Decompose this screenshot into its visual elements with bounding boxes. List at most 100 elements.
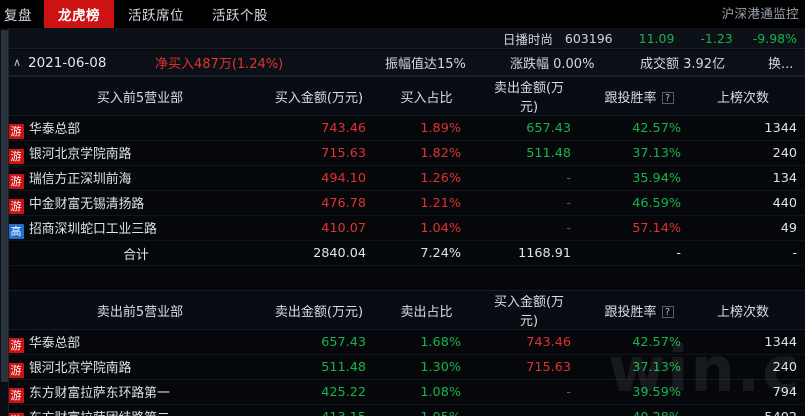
trade-date: 2021-06-08 xyxy=(28,54,107,71)
scrollbar-thumb[interactable] xyxy=(1,30,8,382)
table-row[interactable]: 游银河北京学院南路 511.48 1.30% 715.63 37.13% 240 xyxy=(0,354,805,380)
win-rate: 35.94% xyxy=(597,165,707,191)
net-buy-summary: 净买入487万(1.24%) xyxy=(155,57,284,72)
youzi-tag-icon: 游 xyxy=(8,148,24,164)
stock-price: 11.09 xyxy=(638,30,675,46)
branch-cell[interactable]: 高招商深圳蛇口工业三路 xyxy=(0,215,272,241)
branch-cell[interactable]: 游银河北京学院南路 xyxy=(0,140,272,166)
buy-col-counter: 卖出金额(万元) xyxy=(487,76,597,116)
sell-amount: 413.15 xyxy=(272,404,392,416)
youzi-tag-icon: 游 xyxy=(8,362,24,378)
tab-longhubang[interactable]: 龙虎榜 xyxy=(44,0,114,28)
youzi-tag-icon: 游 xyxy=(8,337,24,353)
table-row[interactable]: 游东方财富拉萨东环路第一 425.22 1.08% - 39.59% 794 xyxy=(0,379,805,405)
buy-amount: 410.07 xyxy=(272,215,392,241)
branch-cell[interactable]: 游银河北京学院南路 xyxy=(0,354,272,380)
help-icon[interactable]: ? xyxy=(661,305,674,318)
sell-col-branch: 卖出前5营业部 xyxy=(0,290,272,330)
total-buy-pct: 7.24% xyxy=(392,240,487,266)
youzi-tag-icon: 游 xyxy=(8,123,24,139)
sell-col-winrate-label: 跟投胜率 xyxy=(604,304,657,320)
table-row[interactable]: 游银河北京学院南路 715.63 1.82% 511.48 37.13% 240 xyxy=(0,140,805,166)
sell-col-count: 上榜次数 xyxy=(707,290,805,330)
stock-code[interactable]: 603196 xyxy=(564,30,613,46)
sell-amount: 511.48 xyxy=(272,354,392,380)
buy-amount: 743.46 xyxy=(272,115,392,141)
youzi-tag-icon: 游 xyxy=(8,198,24,214)
list-count: 240 xyxy=(707,140,805,166)
stock-change-pct: -9.98% xyxy=(752,30,797,46)
buy-amount: - xyxy=(487,404,597,416)
tab-label: 复盘 xyxy=(4,8,32,24)
list-count: 440 xyxy=(707,190,805,216)
buy-col-branch: 买入前5营业部 xyxy=(0,76,272,116)
branch-name: 东方财富拉萨团结路第二 xyxy=(29,411,170,416)
youzi-tag-icon: 游 xyxy=(8,412,24,416)
turnover-label: 成交额 3.92亿 xyxy=(640,57,726,72)
total-win-rate: - xyxy=(597,240,707,266)
branch-cell[interactable]: 游东方财富拉萨东环路第一 xyxy=(0,379,272,405)
stock-name[interactable]: 日播时尚 xyxy=(502,31,553,47)
sell-amount: 657.43 xyxy=(487,115,597,141)
sell-col-winrate: 跟投胜率? xyxy=(597,290,707,330)
list-count: 1344 xyxy=(707,329,805,355)
branch-name: 东方财富拉萨东环路第一 xyxy=(29,385,170,401)
buy-header-row: 买入前5营业部 买入金额(万元) 买入占比 卖出金额(万元) 跟投胜率? 上榜次… xyxy=(0,76,805,116)
table-row[interactable]: 游华泰总部 743.46 1.89% 657.43 42.57% 1344 xyxy=(0,115,805,141)
total-sell-amount: 1168.91 xyxy=(487,240,597,266)
branch-name: 中金财富无锡清扬路 xyxy=(29,196,145,212)
sell-amount: 425.22 xyxy=(272,379,392,405)
branch-name: 华泰总部 xyxy=(29,335,81,351)
amplitude-reason: 振幅值达15% xyxy=(385,57,466,72)
buy-pct: 1.89% xyxy=(392,115,487,141)
buy-col-pct: 买入占比 xyxy=(392,76,487,116)
turnover-rate-truncated: 换... xyxy=(768,57,794,72)
branch-name: 招商深圳蛇口工业三路 xyxy=(29,221,157,237)
sell-amount: - xyxy=(487,165,597,191)
table-row[interactable]: 游瑞信方正深圳前海 494.10 1.26% - 35.94% 134 xyxy=(0,165,805,191)
table-row[interactable]: 游中金财富无锡清扬路 476.78 1.21% - 46.59% 440 xyxy=(0,190,805,216)
gaozi-tag-icon: 高 xyxy=(8,223,24,239)
win-rate: 57.14% xyxy=(597,215,707,241)
buy-amount: 715.63 xyxy=(487,354,597,380)
branch-name: 瑞信方正深圳前海 xyxy=(29,171,132,187)
branch-cell[interactable]: 游华泰总部 xyxy=(0,115,272,141)
table-row[interactable]: 高招商深圳蛇口工业三路 410.07 1.04% - 57.14% 49 xyxy=(0,215,805,241)
branch-name: 银河北京学院南路 xyxy=(29,360,132,376)
quote-bar: 日播时尚 603196 11.09 -1.23 -9.98% xyxy=(0,28,805,49)
branch-cell[interactable]: 游瑞信方正深圳前海 xyxy=(0,165,272,191)
branch-cell[interactable]: 游华泰总部 xyxy=(0,329,272,355)
sell-pct: 1.08% xyxy=(392,379,487,405)
branch-cell[interactable]: 游中金财富无锡清扬路 xyxy=(0,190,272,216)
win-rate: 39.59% xyxy=(597,379,707,405)
hk-connect-monitor-link[interactable]: 沪深港通监控 xyxy=(721,6,799,21)
branch-name: 华泰总部 xyxy=(29,121,81,137)
sell-amount: - xyxy=(487,190,597,216)
help-icon[interactable]: ? xyxy=(661,91,674,104)
tab-huoyuexiwei[interactable]: 活跃席位 xyxy=(114,0,198,28)
sell-pct: 1.05% xyxy=(392,404,487,416)
win-rate: 46.59% xyxy=(597,190,707,216)
sell-header-row: 卖出前5营业部 卖出金额(万元) 卖出占比 买入金额(万元) 跟投胜率? 上榜次… xyxy=(0,290,805,330)
branch-cell[interactable]: 游 东方财富拉萨团结路第二 xyxy=(0,404,272,416)
lhb-table-container: 买入前5营业部 买入金额(万元) 买入占比 卖出金额(万元) 跟投胜率? 上榜次… xyxy=(0,76,805,416)
collapse-chevron-icon[interactable]: ∧ xyxy=(12,56,22,69)
lhb-table: 买入前5营业部 买入金额(万元) 买入占比 卖出金额(万元) 跟投胜率? 上榜次… xyxy=(0,76,805,416)
vertical-scrollbar[interactable] xyxy=(0,28,9,416)
change-pct-label: 涨跌幅 0.00% xyxy=(510,57,595,72)
table-row[interactable]: 游华泰总部 657.43 1.68% 743.46 42.57% 1344 xyxy=(0,329,805,355)
youzi-tag-icon: 游 xyxy=(8,387,24,403)
stock-change: -1.23 xyxy=(700,30,733,46)
table-row[interactable]: 游 东方财富拉萨团结路第二 413.15 1.05% - 40.28% 5402 xyxy=(0,404,805,416)
youzi-tag-icon: 游 xyxy=(8,173,24,189)
buy-amount: 494.10 xyxy=(272,165,392,191)
buy-amount: - xyxy=(487,379,597,405)
tab-huoyuegegu[interactable]: 活跃个股 xyxy=(198,0,282,28)
total-buy-amount: 2840.04 xyxy=(272,240,392,266)
buy-col-winrate-label: 跟投胜率 xyxy=(604,90,657,106)
list-count: 49 xyxy=(707,215,805,241)
tab-fupan[interactable]: 复盘 xyxy=(0,0,44,28)
total-label: 合计 xyxy=(0,240,272,266)
buy-col-winrate: 跟投胜率? xyxy=(597,76,707,116)
